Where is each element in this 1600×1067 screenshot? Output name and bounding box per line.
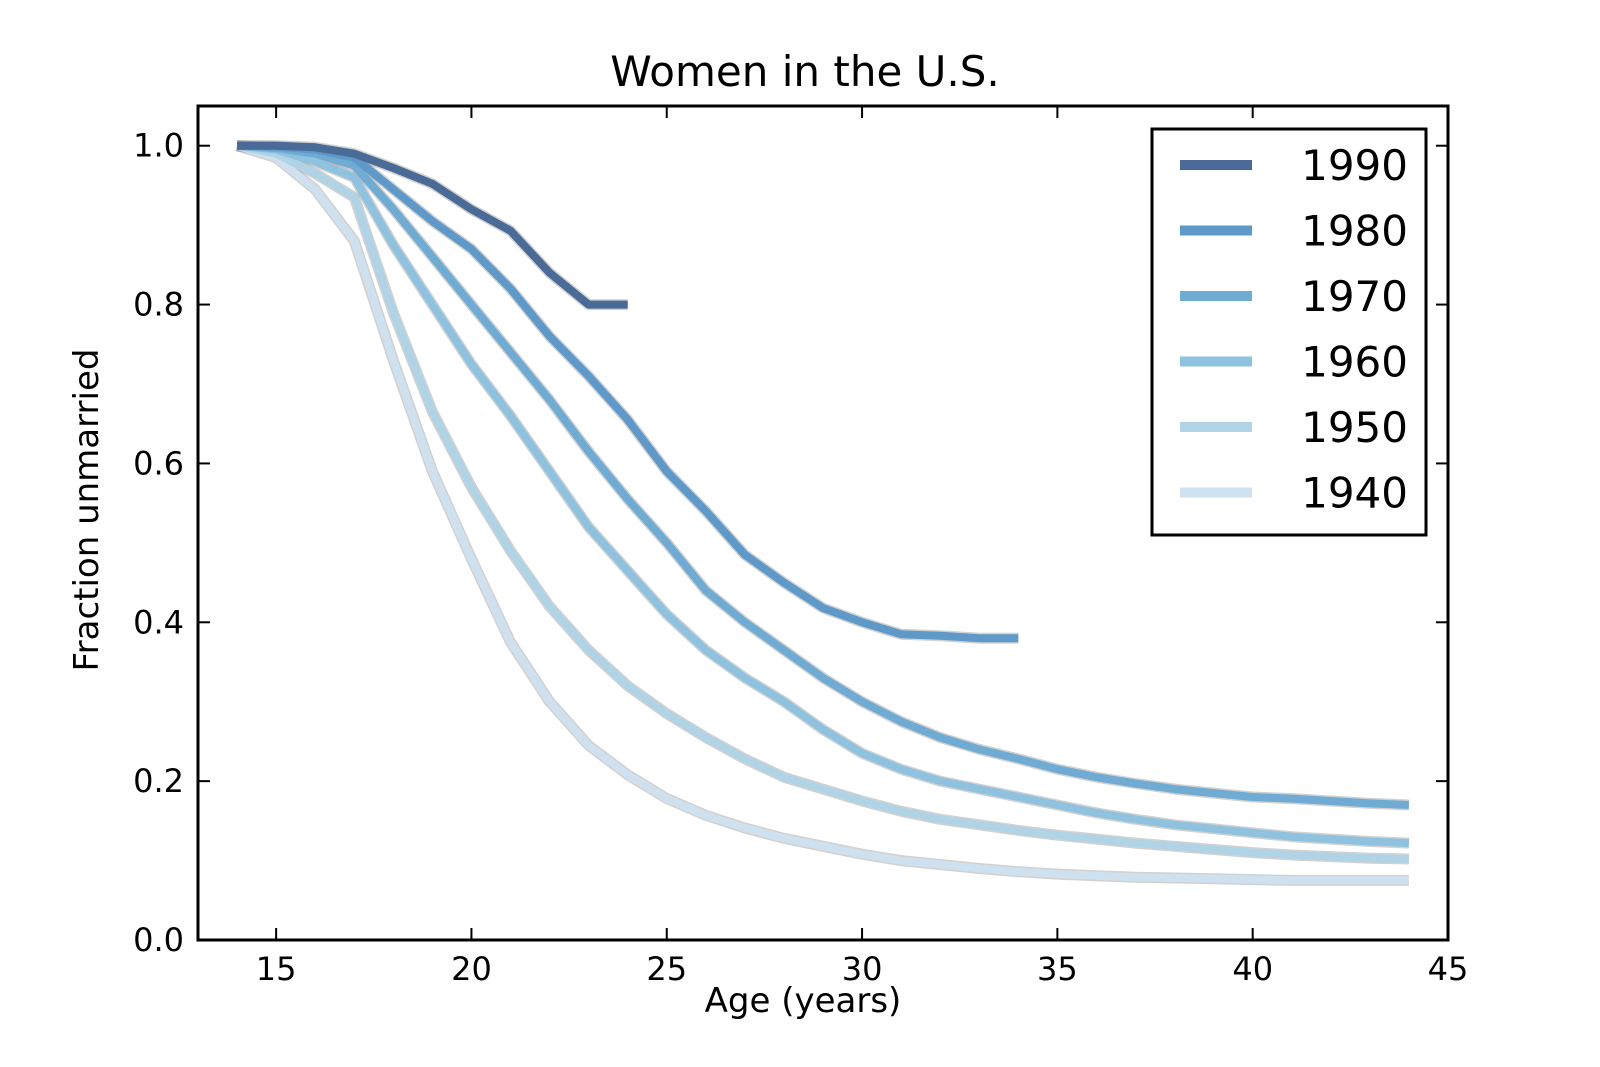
legend-box (1150, 127, 1428, 537)
y-tick-label: 0.2 (133, 762, 184, 800)
y-tick-label: 0.0 (133, 921, 184, 959)
series-line-1950 (236, 141, 1409, 863)
legend: 1990 1980 1970 1960 1950 1940 (1150, 127, 1428, 537)
legend-label-1990: 1990 (1301, 141, 1408, 190)
x-tick-label: 15 (256, 950, 297, 988)
y-axis-label: Fraction unmarried (67, 349, 107, 672)
y-axis: 0.0 0.2 0.4 0.6 0.8 1.0 (133, 127, 1448, 959)
y-tick-label: 0.4 (133, 603, 184, 641)
series-line-1980 (237, 141, 1019, 643)
series-line-1940 (235, 141, 1409, 885)
x-tick-label: 30 (842, 950, 883, 988)
x-tick-label: 25 (646, 950, 687, 988)
x-axis: 15 20 25 30 35 40 45 (256, 106, 1469, 988)
series-lines (235, 141, 1410, 885)
legend-label-1950: 1950 (1301, 403, 1408, 452)
legend-label-1970: 1970 (1301, 272, 1408, 321)
y-tick-label: 0.8 (133, 286, 184, 324)
x-axis-label: Age (years) (705, 981, 902, 1021)
series-line-1990 (237, 141, 628, 309)
legend-label-1980: 1980 (1301, 207, 1408, 256)
y-tick-label: 0.6 (133, 444, 184, 482)
x-tick-label: 45 (1428, 950, 1469, 988)
series-line-1960 (236, 141, 1410, 848)
y-tick-label: 1.0 (133, 127, 184, 165)
legend-label-1960: 1960 (1301, 338, 1408, 387)
x-tick-label: 20 (451, 950, 492, 988)
chart-title: Women in the U.S. (610, 47, 1000, 96)
x-tick-label: 40 (1232, 950, 1273, 988)
legend-label-1940: 1940 (1301, 469, 1408, 518)
plot-frame (196, 104, 1450, 942)
x-tick-label: 35 (1037, 950, 1078, 988)
series-line-1970 (236, 141, 1410, 809)
